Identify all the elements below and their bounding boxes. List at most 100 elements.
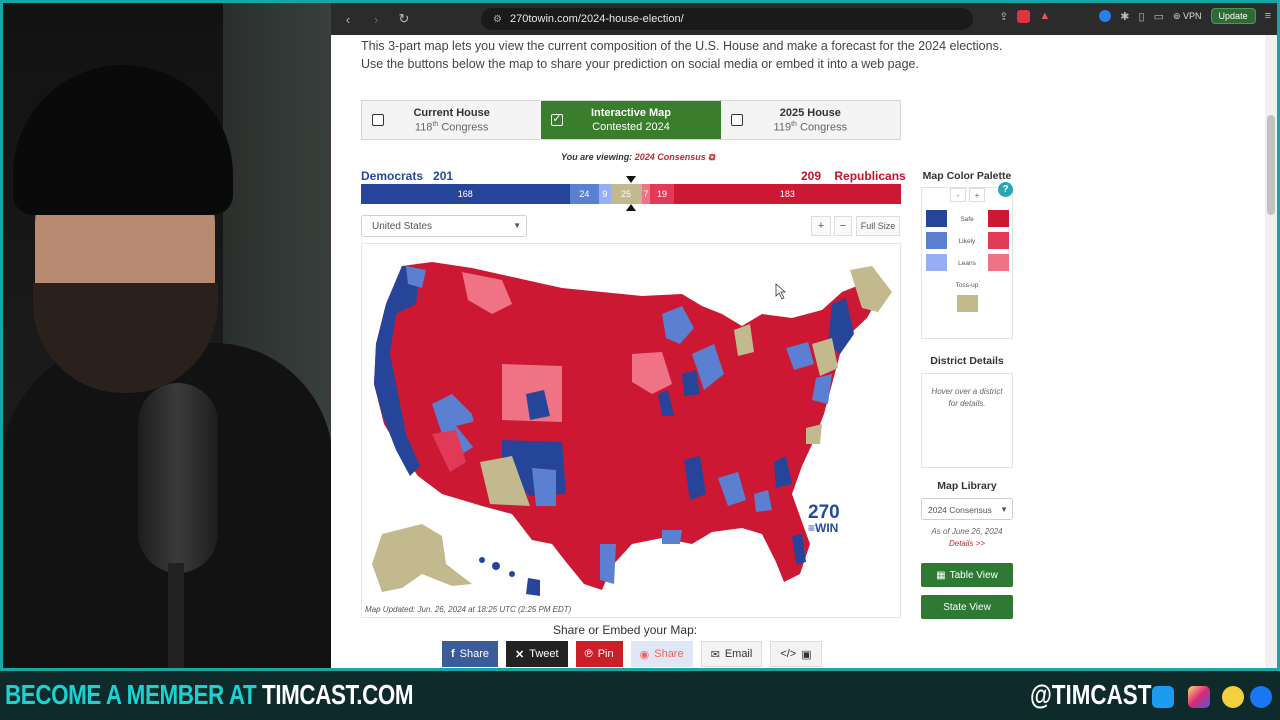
brave-shield-icon[interactable] xyxy=(1017,9,1031,23)
palette-plus-button[interactable]: + xyxy=(969,188,985,202)
tab-subtitle: Contested 2024 xyxy=(592,121,670,133)
external-link-icon: ⧉ xyxy=(708,152,715,162)
color-palette: - + ? Safe Likely Leans Toss-up xyxy=(921,182,1013,339)
swatch-dem-leans[interactable] xyxy=(926,254,947,271)
scroll-thumb[interactable] xyxy=(1267,115,1275,215)
forward-icon[interactable]: › xyxy=(373,11,379,27)
sidebar-icon[interactable]: ▯ xyxy=(1138,10,1145,23)
tab-title: Interactive Map xyxy=(590,107,672,119)
facebook-share-button[interactable]: f Share xyxy=(442,641,499,667)
democrats-total: 201 xyxy=(433,169,454,183)
page-scrollbar[interactable] xyxy=(1265,35,1277,668)
majority-marker-top xyxy=(626,176,636,183)
reddit-icon: ◉ xyxy=(639,648,650,661)
palette-title: Map Color Palette xyxy=(922,170,1012,182)
seat-bar-segment[interactable]: 168 xyxy=(361,184,570,204)
embed-button[interactable]: </> ▣ xyxy=(770,641,822,667)
seat-bar-segment[interactable]: 24 xyxy=(569,184,600,204)
house-map[interactable]: 270 ≡WIN Map Updated: Jun. 26, 2024 at 1… xyxy=(361,243,901,618)
map-tabs: Current House 118th Congress Interactive… xyxy=(361,100,901,140)
mic-stand xyxy=(168,563,184,668)
checkbox-icon[interactable] xyxy=(372,114,384,126)
back-icon[interactable]: ‹ xyxy=(345,11,351,27)
vpn-button[interactable]: ⊚ VPN xyxy=(1172,10,1202,21)
viewing-prefix: You are viewing: xyxy=(561,152,633,162)
map-library-details-link[interactable]: Details >> xyxy=(948,539,986,548)
tab-2025-house[interactable]: 2025 House 119th Congress xyxy=(720,101,900,139)
page-content: This 3-part map lets you view the curren… xyxy=(331,35,1277,668)
district-details-title: District Details xyxy=(930,355,1004,367)
democrats-label: Democrats 201 xyxy=(361,169,454,183)
viewing-link[interactable]: 2024 Consensus ⧉ xyxy=(634,152,715,162)
tab-subtitle: 119th Congress xyxy=(773,120,848,134)
x-tweet-button[interactable]: ✕ Tweet xyxy=(506,641,568,667)
seat-bar-segment[interactable]: 25 xyxy=(610,184,642,204)
map-library-value: 2024 Consensus xyxy=(928,505,992,515)
toolbar-right: ⇪ ▲ ✱ ▯ ▭ ⊚ VPN Update ≡ xyxy=(999,8,1271,24)
swatch-dem-likely[interactable] xyxy=(926,232,947,249)
microphone xyxy=(138,383,218,573)
url-bar[interactable]: ⚙ 270towin.com/2024-house-election/ xyxy=(481,8,973,30)
intro-text: This 3-part map lets you view the curren… xyxy=(361,39,1003,71)
menu-icon[interactable]: ≡ xyxy=(1264,10,1271,22)
reddit-share-button[interactable]: ◉ Share xyxy=(630,641,693,667)
email-share-button[interactable]: ✉ Email xyxy=(700,641,763,667)
update-button[interactable]: Update xyxy=(1210,8,1256,24)
instagram-icon xyxy=(1188,686,1210,708)
reload-icon[interactable]: ↻ xyxy=(398,11,410,26)
browser-toolbar: ‹ › ↻ ◇ ⚙ 270towin.com/2024-house-electi… xyxy=(331,3,1277,35)
tab-interactive-map[interactable]: Interactive Map Contested 2024 xyxy=(541,101,721,139)
swatch-label-likely: Likely xyxy=(958,238,976,245)
checkbox-icon[interactable] xyxy=(730,114,743,126)
map-west-coast-dem xyxy=(374,266,420,476)
seat-bar-segment[interactable]: 9 xyxy=(599,184,611,204)
share-page-icon[interactable]: ⇪ xyxy=(999,10,1009,23)
seat-bar-segment[interactable]: 7 xyxy=(641,184,651,204)
table-view-button[interactable]: ▦ Table View xyxy=(921,563,1013,587)
webcam-panel xyxy=(3,3,331,668)
pinterest-pin-button[interactable]: ℗ Pin xyxy=(575,641,623,667)
seat-bar-segment[interactable]: 19 xyxy=(650,184,674,204)
map-library-select[interactable]: 2024 Consensus ▼ xyxy=(921,498,1013,520)
site-info-icon[interactable]: ⚙ xyxy=(493,13,502,25)
zoom-out-button[interactable]: − xyxy=(834,216,852,236)
viewing-label: You are viewing: 2024 Consensus ⧉ xyxy=(561,152,715,163)
lightbulb-icon xyxy=(1222,686,1244,708)
vpn-label: VPN xyxy=(1183,10,1202,21)
us-district-map[interactable] xyxy=(362,244,902,619)
republicans-total: 209 xyxy=(801,169,822,183)
mouse-cursor-icon xyxy=(775,283,787,300)
swatch-rep-leans[interactable] xyxy=(988,254,1009,271)
facebook-icon: f xyxy=(451,648,455,660)
swatch-rep-safe[interactable] xyxy=(988,210,1009,227)
pinterest-icon: ℗ xyxy=(584,648,593,660)
wallet-icon[interactable]: ▭ xyxy=(1153,10,1164,23)
swatch-label-leans: Leans xyxy=(958,260,976,267)
chevron-down-icon: ▼ xyxy=(1000,505,1008,514)
swatch-label-tossup: Toss-up xyxy=(955,282,979,289)
member-callout: BECOME A MEMBER AT TIMCAST.COM xyxy=(5,679,414,710)
stream-banner: BECOME A MEMBER AT TIMCAST.COM @TIMCAST xyxy=(0,668,1280,720)
swatch-dem-safe[interactable] xyxy=(926,210,947,227)
embed-icon: </> xyxy=(780,648,797,660)
swatch-rep-likely[interactable] xyxy=(988,232,1009,249)
map-library-title: Map Library xyxy=(937,480,997,492)
checkbox-checked-icon[interactable] xyxy=(551,112,564,126)
map-library-as-of: As of June 26, 2024 xyxy=(931,527,1003,536)
region-select[interactable]: United States ▼ xyxy=(361,215,527,237)
extension-icon[interactable] xyxy=(1099,10,1112,22)
palette-minus-button[interactable]: - xyxy=(950,188,966,202)
swatch-tossup[interactable] xyxy=(957,295,978,312)
seat-bar-segment[interactable]: 183 xyxy=(673,184,901,204)
help-icon[interactable]: ? xyxy=(998,182,1013,197)
share-buttons: f Share ✕ Tweet ℗ Pin ◉ Share ✉ Email </> ▣ xyxy=(442,641,822,667)
puzzle-icon[interactable]: ✱ xyxy=(1120,10,1130,23)
zoom-in-button[interactable]: + xyxy=(811,216,831,236)
seat-bar[interactable]: 168 24 9 25 7 19 183 xyxy=(361,184,901,204)
majority-marker-bottom xyxy=(626,204,636,211)
full-size-button[interactable]: Full Size xyxy=(856,216,900,236)
browser-window: ‹ › ↻ ◇ ⚙ 270towin.com/2024-house-electi… xyxy=(331,3,1277,668)
state-view-button[interactable]: State View xyxy=(921,595,1013,619)
tab-current-house[interactable]: Current House 118th Congress xyxy=(362,101,542,139)
rewards-icon[interactable]: ▲ xyxy=(1039,10,1051,22)
